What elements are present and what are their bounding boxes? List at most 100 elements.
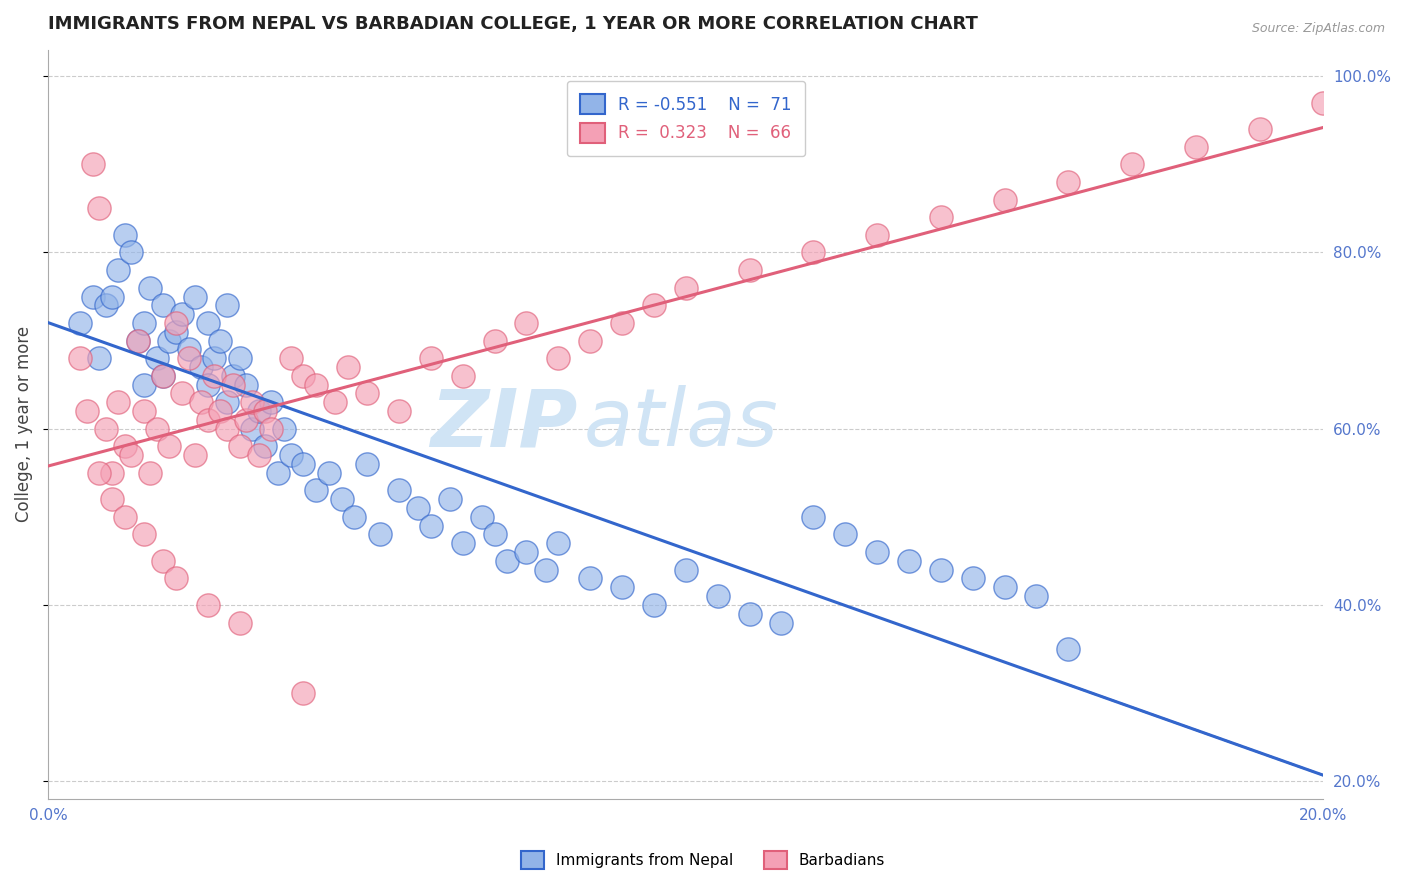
Point [172, 307, 194, 321]
Point [292, 368, 315, 383]
Point [547, 351, 569, 366]
Point [253, 404, 276, 418]
Point [89, 351, 111, 366]
Point [675, 563, 697, 577]
Point [190, 359, 212, 374]
Point [1121, 157, 1143, 171]
Text: ZIP: ZIP [430, 385, 578, 463]
Point [152, 368, 174, 383]
Point [323, 395, 346, 409]
Legend: R = -0.551    N =  71, R =  0.323    N =  66: R = -0.551 N = 71, R = 0.323 N = 66 [567, 80, 806, 156]
Point [127, 334, 149, 348]
Point [496, 554, 519, 568]
Point [82, 157, 104, 171]
Point [330, 492, 353, 507]
Point [267, 466, 290, 480]
Text: atlas: atlas [583, 385, 779, 463]
Point [280, 351, 302, 366]
Point [247, 448, 270, 462]
Point [610, 316, 633, 330]
Point [336, 359, 359, 374]
Point [547, 536, 569, 550]
Point [240, 422, 263, 436]
Point [184, 448, 207, 462]
Point [202, 351, 225, 366]
Y-axis label: College, 1 year or more: College, 1 year or more [15, 326, 32, 523]
Point [132, 527, 155, 541]
Point [215, 298, 238, 312]
Point [94, 298, 117, 312]
Point [197, 598, 219, 612]
Point [197, 413, 219, 427]
Point [139, 281, 162, 295]
Point [240, 395, 263, 409]
Point [484, 334, 506, 348]
Point [101, 466, 124, 480]
Point [1057, 642, 1080, 657]
Point [388, 404, 411, 418]
Point [1057, 175, 1080, 189]
Point [145, 422, 167, 436]
Point [305, 377, 328, 392]
Point [202, 368, 225, 383]
Point [101, 492, 124, 507]
Point [675, 281, 697, 295]
Point [177, 351, 200, 366]
Point [120, 448, 142, 462]
Point [643, 598, 665, 612]
Point [101, 289, 124, 303]
Point [197, 377, 219, 392]
Point [82, 289, 104, 303]
Point [471, 509, 494, 524]
Point [139, 466, 162, 480]
Point [388, 483, 411, 498]
Point [69, 351, 91, 366]
Point [292, 457, 315, 471]
Point [534, 563, 557, 577]
Point [165, 316, 187, 330]
Point [280, 448, 302, 462]
Point [897, 554, 920, 568]
Point [343, 509, 366, 524]
Text: IMMIGRANTS FROM NEPAL VS BARBADIAN COLLEGE, 1 YEAR OR MORE CORRELATION CHART: IMMIGRANTS FROM NEPAL VS BARBADIAN COLLE… [48, 15, 979, 33]
Point [579, 334, 602, 348]
Point [197, 316, 219, 330]
Point [610, 580, 633, 594]
Point [114, 509, 136, 524]
Point [368, 527, 391, 541]
Point [152, 368, 174, 383]
Point [419, 351, 441, 366]
Point [643, 298, 665, 312]
Point [157, 334, 180, 348]
Point [209, 334, 232, 348]
Point [76, 404, 98, 418]
Point [253, 439, 276, 453]
Point [515, 545, 537, 559]
Point [1249, 122, 1271, 136]
Point [215, 422, 238, 436]
Point [89, 202, 111, 216]
Point [738, 607, 761, 621]
Point [292, 686, 315, 700]
Point [172, 386, 194, 401]
Point [157, 439, 180, 453]
Point [866, 227, 889, 242]
Point [69, 316, 91, 330]
Point [356, 386, 378, 401]
Point [260, 422, 283, 436]
Point [929, 211, 952, 225]
Point [738, 263, 761, 277]
Point [247, 404, 270, 418]
Point [228, 615, 250, 630]
Point [866, 545, 889, 559]
Point [451, 536, 474, 550]
Point [993, 580, 1015, 594]
Point [579, 572, 602, 586]
Point [706, 589, 728, 603]
Point [107, 263, 129, 277]
Point [515, 316, 537, 330]
Point [235, 413, 257, 427]
Point [235, 377, 257, 392]
Point [132, 316, 155, 330]
Point [145, 351, 167, 366]
